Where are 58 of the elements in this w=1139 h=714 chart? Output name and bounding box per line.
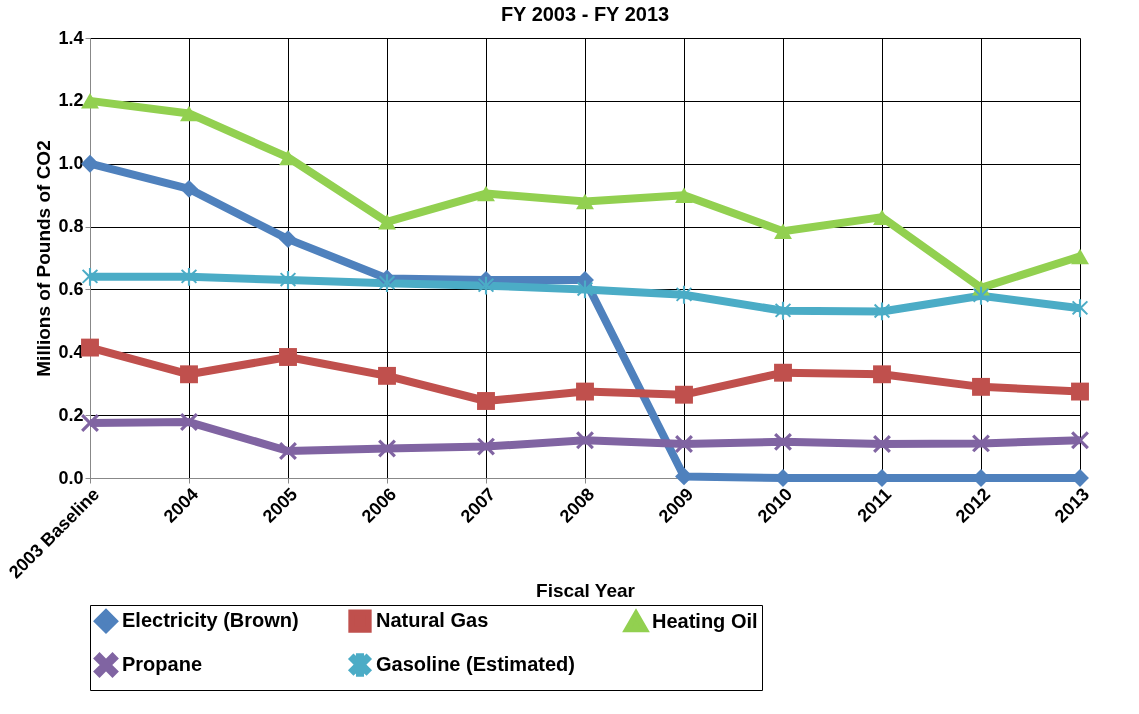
point <box>378 439 396 458</box>
chart-title: FY 2003 - FY 2013 <box>500 3 670 25</box>
point <box>477 185 495 202</box>
y-tick-label: 0.6 <box>58 278 84 299</box>
point <box>81 93 99 109</box>
point <box>477 437 495 456</box>
point <box>477 392 495 410</box>
point <box>576 193 594 210</box>
point <box>972 286 990 305</box>
y-tick-label: 1.2 <box>58 90 84 111</box>
point <box>279 230 297 249</box>
point <box>180 413 198 431</box>
point <box>675 187 693 203</box>
point <box>477 276 495 295</box>
y-axis-title: Millions of Pounds of CO2 <box>33 140 55 377</box>
point <box>972 377 990 396</box>
point <box>1071 382 1089 401</box>
y-tick-label: 0.0 <box>58 467 84 488</box>
point <box>675 285 693 304</box>
point <box>81 154 99 173</box>
point <box>1071 299 1089 318</box>
point <box>675 435 693 453</box>
legend-label: Heating Oil <box>652 609 758 632</box>
y-tick-label: 1.0 <box>58 153 84 174</box>
point <box>180 105 198 122</box>
point <box>873 302 891 321</box>
point <box>774 432 792 451</box>
point <box>774 301 792 320</box>
point <box>576 280 594 299</box>
legend-label: Propane <box>122 653 203 675</box>
point <box>81 338 99 357</box>
point <box>180 267 198 286</box>
point <box>180 365 198 384</box>
point <box>1071 248 1089 265</box>
y-tick-label: 0.8 <box>58 216 84 237</box>
point <box>279 271 297 289</box>
point <box>675 385 693 404</box>
point <box>576 382 594 401</box>
point <box>81 267 99 286</box>
point <box>279 442 297 460</box>
y-tick-label: 1.4 <box>58 27 84 48</box>
y-tick-label: 0.4 <box>58 341 84 362</box>
legend-label: Electricity (Brown) <box>122 609 299 632</box>
point <box>378 214 396 230</box>
x-axis-title: Fiscal Year <box>536 580 636 602</box>
point <box>873 365 891 384</box>
y-tick-label: 0.2 <box>58 404 84 425</box>
point <box>81 414 99 432</box>
legend-label: Gasoline (Estimated) <box>376 653 575 675</box>
point <box>873 435 891 453</box>
point <box>180 179 198 198</box>
point <box>774 363 792 382</box>
point <box>378 366 396 385</box>
point <box>279 348 297 366</box>
point <box>774 223 792 240</box>
point <box>378 274 396 293</box>
legend-label: Natural Gas <box>376 609 489 632</box>
point <box>972 434 990 453</box>
